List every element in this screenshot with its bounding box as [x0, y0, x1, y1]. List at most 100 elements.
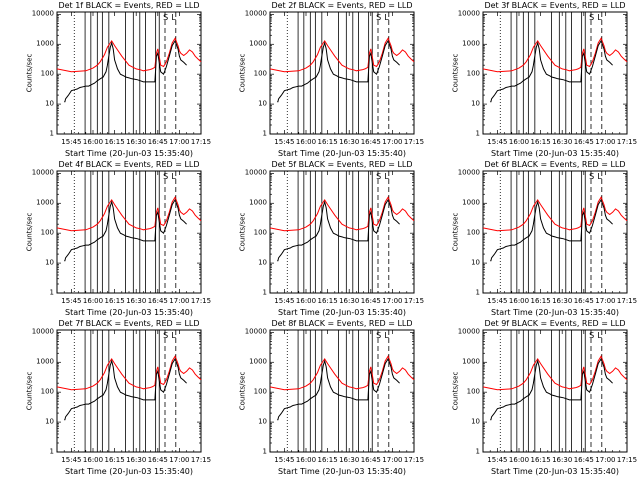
lld-series-line [482, 355, 628, 391]
events-series-line [490, 357, 613, 421]
y-tick-label: 10000 [244, 327, 267, 336]
x-tick-label: 16:30 [552, 456, 573, 464]
x-tick-label: 16:30 [339, 138, 360, 146]
y-tick-label: 10000 [457, 168, 480, 177]
y-tick-label: 1 [475, 447, 480, 456]
panel-title: Det 5f BLACK = Events, RED = LLD [271, 160, 413, 169]
y-axis-label: Counts/sec [25, 212, 34, 252]
y-axis-label: Counts/sec [451, 53, 460, 93]
x-axis-label: Start Time (20-Jun-03 15:35:40) [278, 308, 406, 317]
x-tick-label: 16:45 [147, 456, 168, 464]
flag-label: S [163, 331, 169, 340]
y-tick-label: 1 [262, 129, 267, 138]
y-axis-label: Counts/sec [238, 53, 247, 93]
x-tick-label: 17:15 [403, 297, 425, 305]
x-axis-label: Start Time (20-Jun-03 15:35:40) [278, 467, 406, 476]
y-tick-label: 10000 [31, 168, 54, 177]
x-tick-label: 17:15 [403, 138, 425, 146]
x-tick-label: 17:00 [382, 456, 403, 464]
y-tick-label: 1000 [462, 198, 480, 207]
panel-title: Det 7f BLACK = Events, RED = LLD [58, 319, 200, 328]
x-axis-label: Start Time (20-Jun-03 15:35:40) [65, 467, 193, 476]
y-tick-label: 10 [45, 417, 54, 426]
y-tick-label: 10 [471, 99, 480, 108]
y-tick-label: 1000 [462, 39, 480, 48]
x-tick-label: 15:45 [61, 297, 82, 305]
x-tick-label: 16:00 [82, 138, 104, 146]
flag-label: S [589, 331, 595, 340]
events-series-line [277, 357, 400, 421]
y-tick-label: 10000 [457, 9, 480, 18]
x-tick-label: 16:45 [573, 297, 594, 305]
y-tick-label: 100 [40, 69, 54, 78]
panel-3 [482, 11, 628, 135]
x-tick-label: 17:15 [190, 297, 212, 305]
x-tick-label: 16:45 [360, 297, 381, 305]
y-tick-label: 100 [466, 387, 480, 396]
x-tick-label: 17:15 [190, 138, 212, 146]
y-tick-label: 100 [253, 69, 267, 78]
y-tick-label: 10 [471, 258, 480, 267]
x-tick-label: 17:00 [382, 138, 403, 146]
x-tick-label: 16:45 [360, 456, 381, 464]
events-series-line [64, 39, 187, 103]
y-tick-label: 100 [40, 228, 54, 237]
y-tick-label: 1 [475, 129, 480, 138]
flag-label: L [384, 331, 389, 340]
y-axis-label: Counts/sec [451, 371, 460, 411]
x-tick-label: 16:45 [360, 138, 381, 146]
y-tick-label: 100 [466, 69, 480, 78]
x-tick-label: 16:30 [126, 138, 147, 146]
x-tick-label: 17:00 [595, 297, 616, 305]
y-tick-label: 100 [40, 387, 54, 396]
x-tick-label: 16:15 [530, 456, 551, 464]
x-tick-label: 15:45 [274, 297, 295, 305]
x-tick-label: 15:45 [274, 138, 295, 146]
x-tick-label: 17:00 [595, 138, 616, 146]
y-tick-label: 100 [253, 228, 267, 237]
panel-7 [56, 329, 202, 453]
x-tick-label: 16:00 [295, 456, 317, 464]
panel-1 [56, 11, 202, 135]
x-tick-label: 16:45 [573, 456, 594, 464]
y-tick-label: 100 [466, 228, 480, 237]
y-axis-label: Counts/sec [238, 212, 247, 252]
lld-series-line [56, 196, 202, 232]
x-tick-label: 17:15 [616, 138, 638, 146]
x-tick-label: 16:00 [295, 138, 317, 146]
panel-title: Det 1f BLACK = Events, RED = LLD [58, 1, 200, 10]
panel-2 [269, 11, 415, 135]
panel-title: Det 3f BLACK = Events, RED = LLD [484, 1, 626, 10]
x-axis-label: Start Time (20-Jun-03 15:35:40) [491, 149, 619, 158]
x-tick-label: 16:00 [82, 297, 104, 305]
x-tick-label: 15:45 [274, 456, 295, 464]
y-tick-label: 1000 [249, 357, 267, 366]
x-tick-label: 17:00 [382, 297, 403, 305]
y-tick-label: 1000 [36, 357, 54, 366]
x-tick-label: 16:30 [126, 456, 147, 464]
x-tick-label: 16:30 [552, 297, 573, 305]
x-tick-label: 17:15 [403, 456, 425, 464]
x-tick-label: 17:15 [616, 297, 638, 305]
flag-label: S [163, 13, 169, 22]
y-tick-label: 1 [475, 288, 480, 297]
x-tick-label: 16:30 [126, 297, 147, 305]
panel-title: Det 4f BLACK = Events, RED = LLD [58, 160, 200, 169]
y-tick-label: 1000 [36, 39, 54, 48]
x-tick-label: 16:00 [295, 297, 317, 305]
x-tick-label: 15:45 [61, 456, 82, 464]
x-tick-label: 16:30 [552, 138, 573, 146]
panel-9 [482, 329, 628, 453]
flag-label: S [376, 172, 382, 181]
x-tick-label: 16:00 [508, 456, 530, 464]
lld-series-line [482, 37, 628, 73]
y-tick-label: 100 [253, 387, 267, 396]
x-tick-label: 16:15 [317, 138, 338, 146]
flag-label: L [171, 172, 176, 181]
flag-label: S [589, 13, 595, 22]
y-tick-label: 1000 [462, 357, 480, 366]
panel-5 [269, 170, 415, 294]
y-tick-label: 10000 [31, 9, 54, 18]
